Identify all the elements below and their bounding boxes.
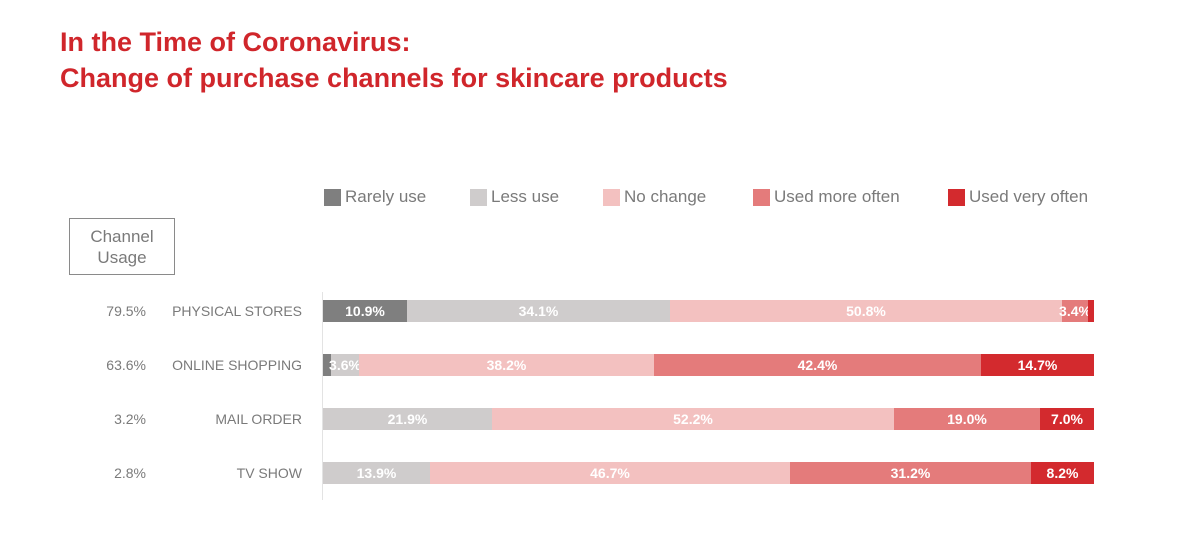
- bar-segment-no-change: 50.8%: [670, 300, 1062, 322]
- channel-usage-value: 79.5%: [106, 303, 146, 319]
- bar-segment-used-more-often: 3.4%: [1059, 300, 1091, 322]
- bar-segment-rarely-use: 10.9%: [323, 300, 407, 322]
- legend-item-rarely-use: Rarely use: [324, 186, 426, 208]
- channel-usage-label: Channel Usage: [90, 226, 154, 267]
- data-label: 13.9%: [356, 465, 397, 481]
- data-label: 3.4%: [1059, 303, 1091, 319]
- data-label: 3.6%: [329, 357, 361, 373]
- bar-segment-rarely-use: [323, 354, 331, 376]
- stacked-bar: 21.9% 52.2% 19.0% 7.0%: [323, 408, 1094, 430]
- data-label: 7.0%: [1051, 411, 1083, 427]
- bar-segment-less-use: 3.6%: [329, 354, 361, 376]
- stacked-bar: 10.9% 34.1% 50.8% 3.4%: [323, 300, 1094, 322]
- channel-usage-header: Channel Usage: [69, 218, 175, 275]
- legend-item-used-very-often: Used very often: [948, 186, 1088, 208]
- data-label: 31.2%: [890, 465, 931, 481]
- chart-legend: Rarely use Less use No change Used more oft…: [324, 186, 1124, 208]
- bar-row: 3.2% MAIL ORDER 21.9% 52.2% 19.0% 7.0%: [0, 408, 1177, 430]
- category-label: MAIL ORDER: [215, 411, 302, 427]
- legend-label-used-very-often: Used very often: [969, 187, 1089, 206]
- legend-label-less-use: Less use: [491, 187, 560, 206]
- stacked-bar: 13.9% 46.7% 31.2% 8.2%: [323, 462, 1094, 484]
- category-label: ONLINE SHOPPING: [172, 357, 302, 373]
- bar-row: 2.8% TV SHOW 13.9% 46.7% 31.2% 8.2%: [0, 462, 1177, 484]
- data-label: 38.2%: [486, 357, 527, 373]
- category-axis-line: [322, 292, 323, 500]
- data-label: 8.2%: [1046, 465, 1079, 481]
- legend-item-used-more-often: Used more often: [753, 186, 900, 208]
- data-label: 19.0%: [947, 411, 987, 427]
- channel-usage-value: 2.8%: [114, 465, 146, 481]
- legend-label-rarely-use: Rarely use: [345, 187, 427, 206]
- chart-title: In the Time of Coronavirus: Change of pu…: [60, 24, 728, 96]
- data-label: 46.7%: [590, 465, 630, 481]
- data-label: 34.1%: [518, 303, 559, 319]
- bar-segment-used-very-often: 14.7%: [981, 354, 1094, 376]
- legend-swatch-rarely-use: [324, 188, 341, 206]
- bar-segment-used-very-often: 7.0%: [1040, 408, 1094, 430]
- bar-segment-less-use: 13.9%: [323, 462, 430, 484]
- stacked-bar: 3.6% 38.2% 42.4% 14.7%: [323, 354, 1094, 376]
- legend-swatch-used-more-often: [753, 188, 770, 206]
- legend-label-no-change: No change: [624, 187, 707, 206]
- data-label: 21.9%: [387, 411, 428, 427]
- legend-item-less-use: Less use: [470, 186, 559, 208]
- data-label: 42.4%: [797, 357, 838, 373]
- bar-segment-less-use: 21.9%: [323, 408, 492, 430]
- channel-usage-value: 3.2%: [114, 411, 146, 427]
- legend-swatch-less-use: [470, 188, 487, 206]
- bar-row: 63.6% ONLINE SHOPPING 3.6% 38.2% 42.4% 14.7%: [0, 354, 1177, 376]
- channel-usage-value: 63.6%: [106, 357, 146, 373]
- legend-swatch-used-very-often: [948, 188, 965, 206]
- bar-segment-no-change: 52.2%: [492, 408, 894, 430]
- bar-segment-less-use: 34.1%: [407, 300, 670, 322]
- legend-swatch-no-change: [603, 188, 620, 206]
- data-label: 52.2%: [673, 411, 713, 427]
- bar-row: 79.5% PHYSICAL STORES 10.9% 34.1% 50.8% 3.4%: [0, 300, 1177, 322]
- data-label: 10.9%: [345, 303, 385, 319]
- chart-title-line-1: In the Time of Coronavirus:: [60, 27, 411, 57]
- chart-title-line-2: Change of purchase channels for skincare…: [60, 63, 728, 93]
- bar-segment-used-very-often: 8.2%: [1031, 462, 1094, 484]
- category-label: PHYSICAL STORES: [172, 303, 302, 319]
- legend-item-no-change: No change: [603, 186, 706, 208]
- data-label: 14.7%: [1017, 357, 1058, 373]
- bar-segment-no-change: 38.2%: [359, 354, 654, 376]
- bar-segment-used-more-often: 31.2%: [790, 462, 1031, 484]
- bar-segment-no-change: 46.7%: [430, 462, 790, 484]
- bar-segment-used-more-often: 42.4%: [654, 354, 981, 376]
- bar-segment-used-very-often: [1088, 300, 1094, 322]
- bar-segment-used-more-often: 19.0%: [894, 408, 1040, 430]
- legend-label-used-more-often: Used more often: [774, 187, 900, 206]
- data-label: 50.8%: [846, 303, 886, 319]
- category-label: TV SHOW: [236, 465, 302, 481]
